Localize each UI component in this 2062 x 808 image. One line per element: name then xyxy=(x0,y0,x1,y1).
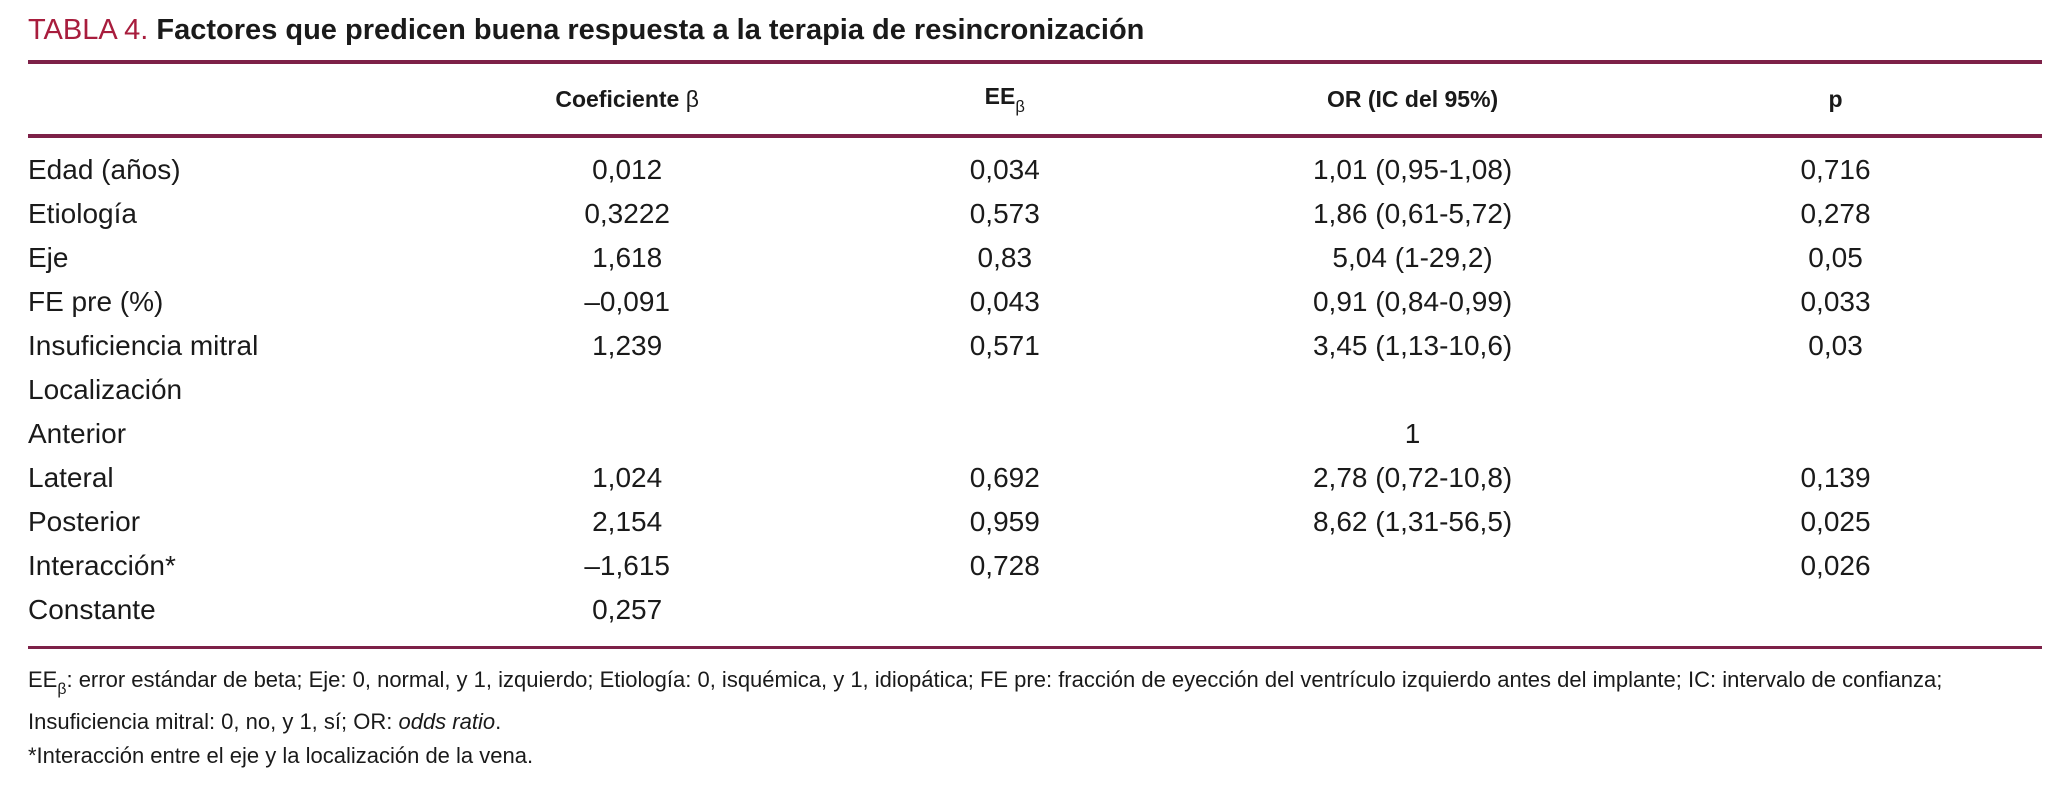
table-row: Anterior 1 xyxy=(28,412,2042,456)
col-header-ee: EEβ xyxy=(813,83,1196,116)
rule-bottom xyxy=(28,646,2042,649)
coeficiente-label: Coeficiente xyxy=(555,85,686,112)
coeficiente-value: –1,615 xyxy=(584,550,670,581)
footnote-interaction-note: *Interacción entre el eje y la localizac… xyxy=(28,743,534,769)
table-row: Interacción* –1,615 0,728 0,026 xyxy=(28,544,2042,588)
ee-value: 0,959 xyxy=(969,506,1040,537)
coeficiente-value: 2,154 xyxy=(592,506,663,537)
row-label: Edad (años) xyxy=(28,154,181,185)
col-header-p: p xyxy=(1828,85,1843,112)
ee-beta-subscript: β xyxy=(1015,96,1025,116)
ee-value: 0,692 xyxy=(969,462,1040,493)
coeficiente-value: 0,257 xyxy=(592,594,663,625)
p-value: 0,278 xyxy=(1800,198,1871,229)
row-label: Eje xyxy=(28,242,69,273)
or-value: 8,62 (1,31-56,5) xyxy=(1312,506,1513,537)
p-value: 0,025 xyxy=(1800,506,1871,537)
p-value: 0,03 xyxy=(1808,330,1863,361)
footnote-abbr-text: : error estándar de beta; Eje: 0, normal… xyxy=(28,667,1943,735)
table-title-text: Factores que predicen buena respuesta a … xyxy=(148,14,1145,46)
table-row: Edad (años) 0,012 0,034 1,01 (0,95-1,08)… xyxy=(28,148,2042,192)
or-value: 0,91 (0,84-0,99) xyxy=(1312,286,1513,317)
table-row: Posterior 2,154 0,959 8,62 (1,31-56,5) 0… xyxy=(28,500,2042,544)
or-value: 3,45 (1,13-10,6) xyxy=(1312,330,1513,361)
footnote-ee-beta-subscript: β xyxy=(57,681,67,699)
ee-label: EE xyxy=(984,83,1016,110)
ee-value: 0,034 xyxy=(969,154,1040,185)
paper-table-page: TABLA 4. Factores que predicen buena res… xyxy=(28,8,2042,773)
or-value: 1,01 (0,95-1,08) xyxy=(1312,154,1513,185)
p-value: 0,033 xyxy=(1800,286,1871,317)
row-label: Lateral xyxy=(28,462,114,493)
beta-symbol: β xyxy=(685,85,699,112)
col-header-coeficiente: Coeficiente β xyxy=(441,86,814,113)
or-value: 5,04 (1-29,2) xyxy=(1332,242,1493,273)
rule-top xyxy=(28,60,2042,64)
p-value: 0,716 xyxy=(1800,154,1871,185)
or-value: 1 xyxy=(1404,418,1421,449)
row-label: Etiología xyxy=(28,198,137,229)
coeficiente-value: 1,618 xyxy=(592,242,663,273)
row-label: FE pre (%) xyxy=(28,286,164,317)
row-label: Localización xyxy=(28,374,183,405)
p-value: 0,05 xyxy=(1808,242,1863,273)
ee-value: 0,571 xyxy=(969,330,1040,361)
table-header-row: Coeficiente β EEβ OR (IC del 95%) p xyxy=(28,64,2042,134)
table-body: Edad (años) 0,012 0,034 1,01 (0,95-1,08)… xyxy=(28,138,2042,646)
footnote-ee-label: EE xyxy=(28,667,58,692)
table-row: FE pre (%) –0,091 0,043 0,91 (0,84-0,99)… xyxy=(28,280,2042,324)
footnote-abbreviations: EEβ: error estándar de beta; Eje: 0, nor… xyxy=(28,663,2042,739)
table-row: Constante 0,257 xyxy=(28,588,2042,632)
row-label: Constante xyxy=(28,594,156,625)
footnote-abbr-period: . xyxy=(495,709,502,735)
ee-value: 0,83 xyxy=(977,242,1033,273)
or-value: 1,86 (0,61-5,72) xyxy=(1312,198,1513,229)
row-label: Posterior xyxy=(28,506,141,537)
coeficiente-value: 0,012 xyxy=(592,154,663,185)
rule-below-header xyxy=(28,134,2042,138)
ee-value: 0,043 xyxy=(969,286,1040,317)
or-value: 2,78 (0,72-10,8) xyxy=(1312,462,1513,493)
table-footnotes: EEβ: error estándar de beta; Eje: 0, nor… xyxy=(28,663,2042,773)
table-row: Insuficiencia mitral 1,239 0,571 3,45 (1… xyxy=(28,324,2042,368)
table-title-tag: TABLA 4. xyxy=(28,14,149,46)
table-title: TABLA 4. Factores que predicen buena res… xyxy=(28,8,2042,48)
coeficiente-value: 0,3222 xyxy=(584,198,670,229)
table-row: Eje 1,618 0,83 5,04 (1-29,2) 0,05 xyxy=(28,236,2042,280)
row-label: Anterior xyxy=(28,418,127,449)
p-value: 0,026 xyxy=(1800,550,1871,581)
ee-value: 0,728 xyxy=(969,550,1040,581)
table-row: Localización xyxy=(28,368,2042,412)
p-value: 0,139 xyxy=(1800,462,1871,493)
table-row: Lateral 1,024 0,692 2,78 (0,72-10,8) 0,1… xyxy=(28,456,2042,500)
ee-value: 0,573 xyxy=(969,198,1040,229)
row-label: Insuficiencia mitral xyxy=(28,330,259,361)
row-label: Interacción* xyxy=(28,550,176,581)
coeficiente-value: –0,091 xyxy=(584,286,670,317)
footnote-odds-ratio: odds ratio xyxy=(398,709,496,735)
col-header-or: OR (IC del 95%) xyxy=(1326,85,1499,112)
coeficiente-value: 1,024 xyxy=(592,462,663,493)
coeficiente-value: 1,239 xyxy=(592,330,663,361)
table-row: Etiología 0,3222 0,573 1,86 (0,61-5,72) … xyxy=(28,192,2042,236)
